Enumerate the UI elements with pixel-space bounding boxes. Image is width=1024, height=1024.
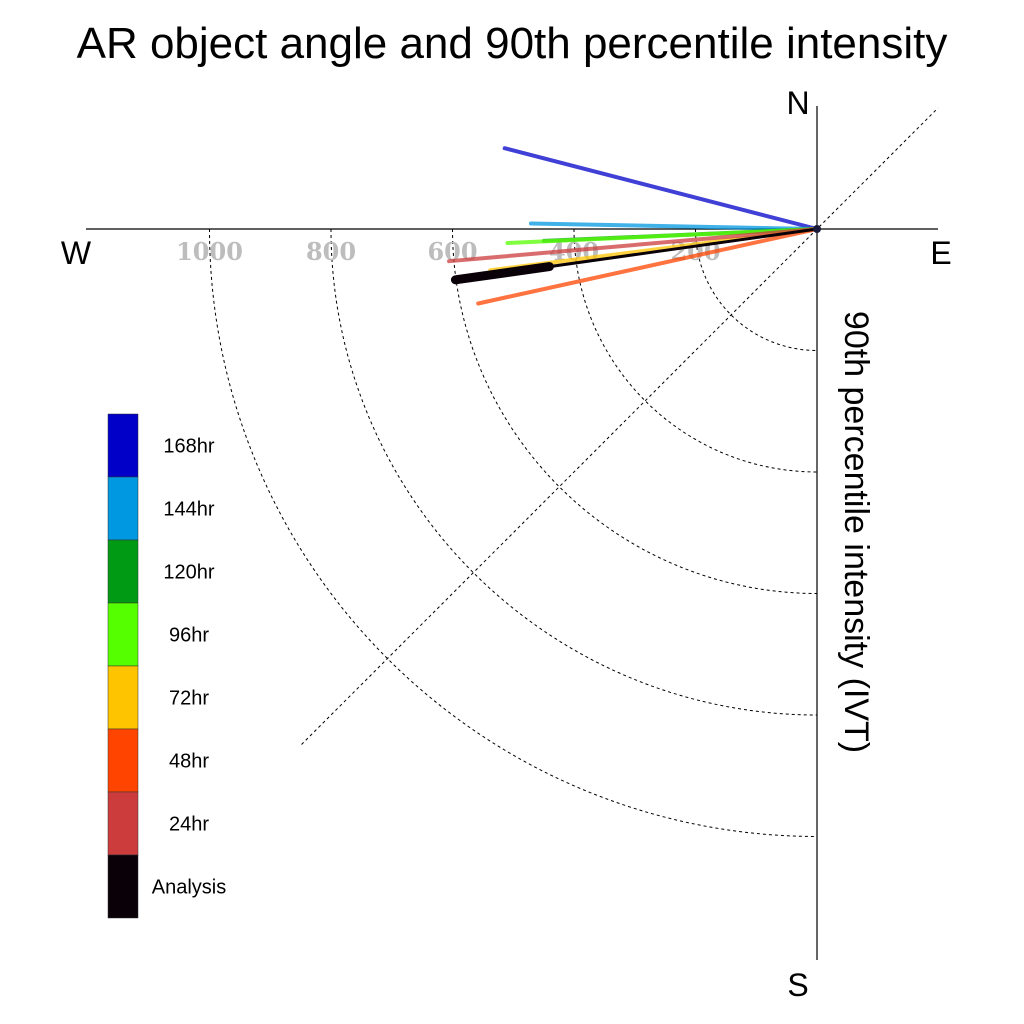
chart-title: AR object angle and 90th percentile inte… — [77, 19, 948, 68]
legend-swatch-120hr — [107, 539, 139, 604]
legend-label: 48hr — [169, 751, 209, 773]
radial-tick-label: 800 — [306, 237, 356, 266]
grid-diagonal — [301, 107, 939, 745]
legend-swatch-72hr — [107, 665, 139, 730]
series-lines — [447, 146, 819, 306]
compass-south-label: S — [787, 967, 808, 1003]
series-line-168hr — [502, 146, 819, 231]
radial-grid — [209, 107, 939, 837]
grid-arc-1000 — [209, 228, 818, 837]
series-line-48hr — [476, 227, 819, 306]
legend-swatch-24hr — [107, 791, 139, 856]
legend-swatch-48hr — [107, 728, 139, 793]
legend-label: 72hr — [169, 688, 209, 710]
grid-arc-600 — [452, 228, 818, 594]
legend-swatch-144hr — [107, 476, 139, 541]
legend-swatch-analysis — [107, 854, 139, 919]
series-line-analysis-head — [450, 262, 554, 285]
legend-label: 96hr — [169, 625, 209, 647]
legend-label: Analysis — [152, 877, 226, 899]
legend-swatch-96hr — [107, 602, 139, 667]
grid-arc-400 — [573, 228, 818, 473]
legend-label: 120hr — [163, 562, 214, 584]
series-line-96hr — [505, 227, 819, 246]
legend-label: 24hr — [169, 814, 209, 836]
legend-label: 168hr — [163, 436, 214, 458]
radial-axis-label: 90th percentile intensity (IVT) — [837, 311, 875, 753]
legend-swatch-168hr — [107, 413, 139, 478]
compass-east-label: E — [930, 235, 951, 271]
origin-marker — [813, 225, 821, 233]
legend-label: 144hr — [163, 499, 214, 521]
series-line-24hr — [447, 227, 819, 264]
radial-tick-label: 1000 — [176, 237, 243, 266]
compass-west-label: W — [61, 235, 92, 271]
legend: 168hr 144hr 120hr 96hr 72hr 48hr 24hr Analysis — [107, 413, 226, 919]
compass-north-label: N — [786, 85, 809, 121]
series-line-144hr — [528, 221, 819, 231]
grid-arc-800 — [330, 228, 818, 716]
